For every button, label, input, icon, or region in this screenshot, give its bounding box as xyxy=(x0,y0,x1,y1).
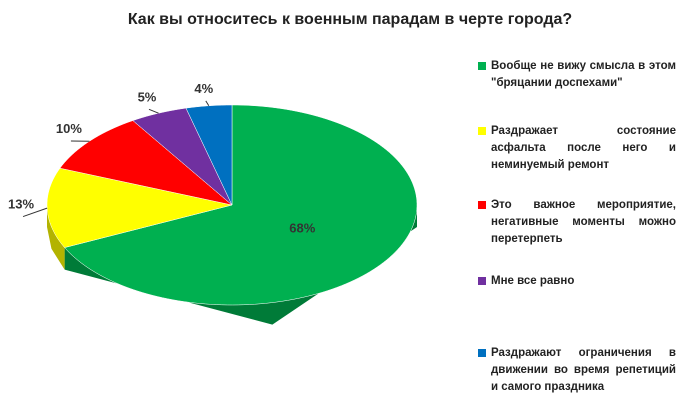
slice xyxy=(59,120,233,206)
slice xyxy=(132,107,233,206)
slice xyxy=(64,104,418,306)
slice-side xyxy=(47,205,65,270)
legend-item: Раздражает состояние асфальта после него… xyxy=(478,123,678,174)
slice xyxy=(185,104,233,206)
legend-label: Раздражают ограничения в движении во вре… xyxy=(491,347,676,393)
legend-item: Вообще не вижу смысла в этом "бряцании д… xyxy=(478,58,678,92)
legend-swatch xyxy=(478,277,486,285)
legend-item: Это важное мероприятие, негативные момен… xyxy=(478,197,678,248)
data-label: 4% xyxy=(194,81,213,96)
legend-label: Это важное мероприятие, негативные момен… xyxy=(491,199,676,245)
data-label: 13% xyxy=(8,197,34,212)
leader-line xyxy=(205,100,210,107)
data-label: 5% xyxy=(138,89,157,104)
legend-swatch xyxy=(478,349,486,357)
legend-label: Вообще не вижу смысла в этом "бряцании д… xyxy=(491,60,676,89)
legend-label: Мне все равно xyxy=(491,275,575,287)
leader-line xyxy=(148,108,159,114)
data-label: 68% xyxy=(289,221,315,236)
legend-item: Мне все равно xyxy=(478,273,678,290)
legend-label: Раздражает состояние асфальта после него… xyxy=(491,125,676,171)
chart-title: Как вы относитесь к военным парадам в че… xyxy=(128,11,572,28)
leader-line xyxy=(22,207,48,218)
legend-swatch xyxy=(478,127,486,135)
legend-swatch xyxy=(478,201,486,209)
data-label: 10% xyxy=(56,121,82,136)
legend-swatch xyxy=(478,62,486,70)
legend-item: Раздражают ограничения в движении во вре… xyxy=(478,345,678,396)
